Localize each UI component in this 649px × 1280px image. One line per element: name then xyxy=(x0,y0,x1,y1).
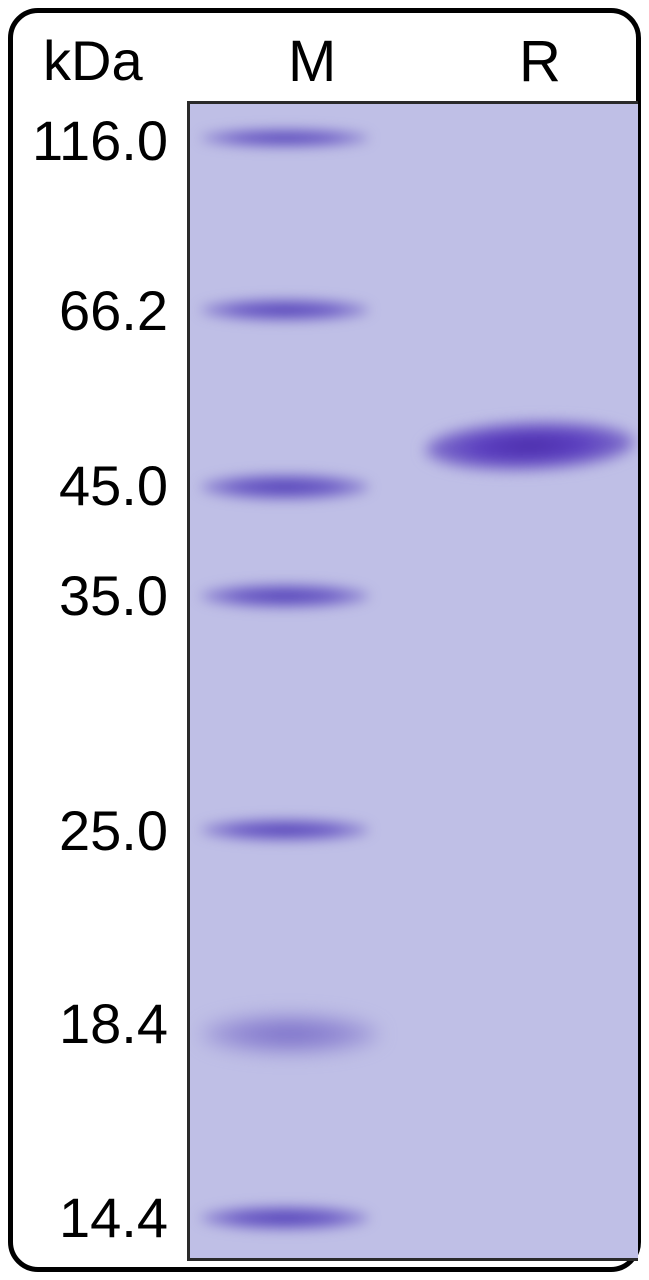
lane-label-marker: M xyxy=(288,28,336,95)
marker-weight-label: 25.0 xyxy=(59,798,168,863)
marker-band xyxy=(200,299,370,321)
marker-band xyxy=(200,819,370,841)
sample-band xyxy=(425,418,635,473)
marker-band xyxy=(200,474,370,500)
gel-area xyxy=(187,101,638,1261)
marker-weight-label: 35.0 xyxy=(59,563,168,628)
marker-band xyxy=(200,129,370,147)
outer-frame: kDa M R 116.0 66.2 45.0 35.0 25.0 18.4 14.4 xyxy=(8,8,641,1272)
marker-weight-label: 45.0 xyxy=(59,453,168,518)
marker-weight-label: 66.2 xyxy=(59,278,168,343)
marker-weight-label: 14.4 xyxy=(59,1185,168,1250)
marker-weight-label: 18.4 xyxy=(59,991,168,1056)
marker-band xyxy=(200,1014,380,1054)
marker-weight-label: 116.0 xyxy=(32,108,168,173)
marker-band xyxy=(200,584,370,608)
lane-label-sample: R xyxy=(519,28,561,95)
marker-band xyxy=(200,1206,370,1230)
unit-label: kDa xyxy=(43,28,143,93)
